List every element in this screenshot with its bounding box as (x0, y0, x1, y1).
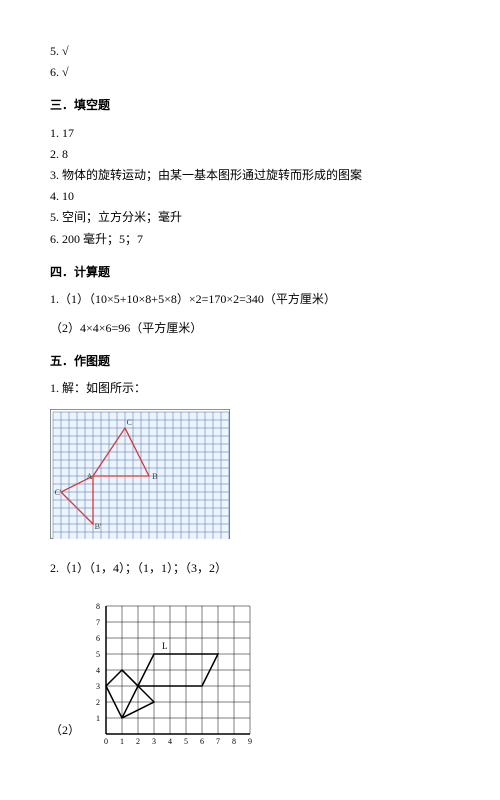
svg-text:9: 9 (248, 737, 252, 744)
fill-item: 5. 空间；立方分米；毫升 (50, 208, 450, 227)
svg-text:7: 7 (96, 618, 100, 627)
svg-text:8: 8 (96, 602, 100, 611)
svg-text:1: 1 (120, 737, 124, 744)
answer-line: 6. √ (50, 63, 450, 82)
svg-text:8: 8 (232, 737, 236, 744)
figure-1-svg: A B C B' C' (50, 409, 230, 539)
svg-text:L: L (162, 641, 168, 651)
figure-1: A B C B' C' (50, 409, 450, 539)
calc-item: 1.（1）（10×5+10×8+5×8）×2=170×2=340（平方厘米） (50, 290, 450, 309)
q2-coords: 2.（1）（1，4）；（1，1）；（3，2） (50, 559, 450, 578)
section-3-title: 三．填空题 (50, 96, 450, 115)
svg-text:B: B (152, 472, 157, 481)
svg-text:2: 2 (96, 698, 100, 707)
svg-text:5: 5 (184, 737, 188, 744)
svg-text:A: A (87, 472, 93, 481)
svg-text:4: 4 (96, 666, 100, 675)
svg-text:1: 1 (96, 714, 100, 723)
fill-item: 6. 200 毫升；5；7 (50, 230, 450, 249)
svg-text:6: 6 (200, 737, 204, 744)
section-4-title: 四．计算题 (50, 263, 450, 282)
svg-text:4: 4 (168, 737, 172, 744)
svg-text:C': C' (55, 488, 62, 497)
top-answers: 5. √ 6. √ (50, 42, 450, 82)
figure-2-svg: 0 1 2 3 4 5 6 7 8 9 1 2 3 4 5 6 7 8 L (86, 594, 266, 744)
fill-item: 1. 17 (50, 124, 450, 143)
answer-line: 5. √ (50, 42, 450, 61)
svg-text:3: 3 (96, 682, 100, 691)
svg-text:0: 0 (104, 737, 108, 744)
svg-text:6: 6 (96, 634, 100, 643)
svg-text:C: C (127, 417, 132, 426)
svg-text:3: 3 (152, 737, 156, 744)
section-4-body: 1.（1）（10×5+10×8+5×8）×2=170×2=340（平方厘米） （… (50, 290, 450, 338)
section-5-title: 五．作图题 (50, 352, 450, 371)
svg-text:5: 5 (96, 650, 100, 659)
fill-item: 2. 8 (50, 145, 450, 164)
fill-item: 4. 10 (50, 187, 450, 206)
q2-sublabel: （2） (50, 721, 80, 740)
fill-item: 3. 物体的旋转运动；由某一基本图形通过旋转而形成的图案 (50, 166, 450, 185)
figure-2-wrap: （2） 0 1 2 3 4 5 6 7 8 9 1 2 3 4 5 6 7 8 L (50, 594, 450, 744)
svg-text:2: 2 (136, 737, 140, 744)
section-3-body: 1. 17 2. 8 3. 物体的旋转运动；由某一基本图形通过旋转而形成的图案 … (50, 124, 450, 249)
svg-text:B': B' (95, 521, 102, 530)
calc-item: （2）4×4×6=96（平方厘米） (50, 319, 450, 338)
svg-text:7: 7 (216, 737, 220, 744)
drawing-intro: 1. 解：如图所示： (50, 379, 450, 398)
